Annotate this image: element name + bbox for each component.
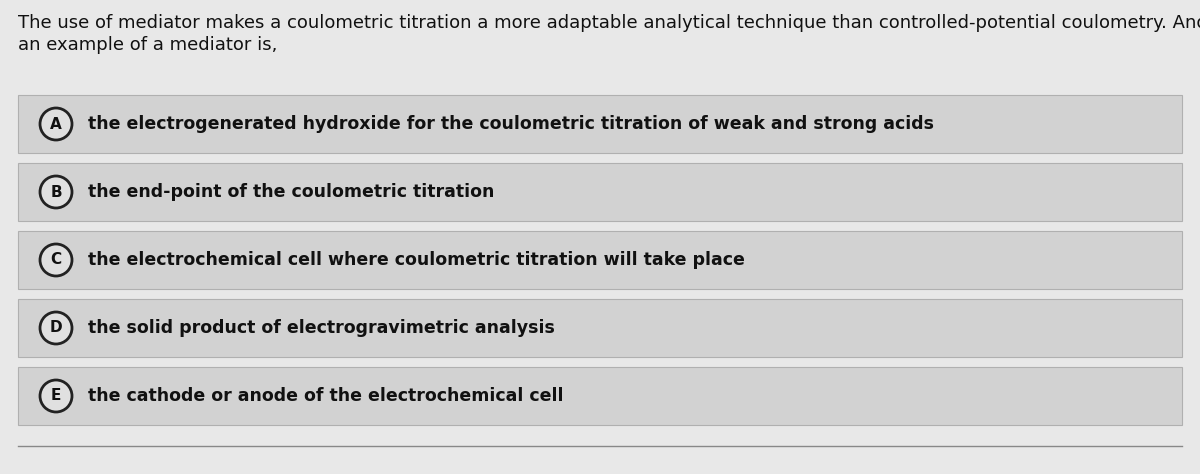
Ellipse shape: [40, 244, 72, 276]
Bar: [18, 299, 1182, 357]
Bar: [18, 367, 1182, 425]
Text: D: D: [49, 320, 62, 336]
Bar: [18, 231, 1182, 289]
Text: the solid product of electrogravimetric analysis: the solid product of electrogravimetric …: [88, 319, 554, 337]
Text: C: C: [50, 253, 61, 267]
Text: E: E: [50, 389, 61, 403]
Text: the end-point of the coulometric titration: the end-point of the coulometric titrati…: [88, 183, 494, 201]
Text: the electrochemical cell where coulometric titration will take place: the electrochemical cell where coulometr…: [88, 251, 745, 269]
Ellipse shape: [40, 380, 72, 412]
Bar: [18, 95, 1182, 153]
Ellipse shape: [40, 108, 72, 140]
Text: The use of mediator makes a coulometric titration a more adaptable analytical te: The use of mediator makes a coulometric …: [18, 14, 1200, 32]
Ellipse shape: [40, 176, 72, 208]
Ellipse shape: [40, 312, 72, 344]
Text: B: B: [50, 184, 62, 200]
Text: an example of a mediator is,: an example of a mediator is,: [18, 36, 277, 54]
Bar: [18, 163, 1182, 221]
Text: the electrogenerated hydroxide for the coulometric titration of weak and strong : the electrogenerated hydroxide for the c…: [88, 115, 934, 133]
Text: the cathode or anode of the electrochemical cell: the cathode or anode of the electrochemi…: [88, 387, 564, 405]
Text: A: A: [50, 117, 62, 131]
